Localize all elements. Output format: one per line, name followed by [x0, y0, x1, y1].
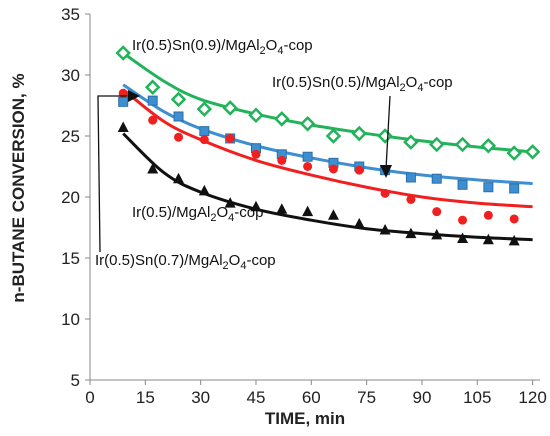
data-point: [483, 210, 493, 220]
annotation-sn09: Ir(0.5)Sn(0.9)/MgAl2O4-cop: [132, 37, 313, 57]
data-point: [457, 179, 468, 190]
axes-layer: 0 15 30 45 60 75 90 105 120 5 10 15 20 25 30 35 TIME, …: [9, 5, 547, 428]
x-ticks: 0 15 30 45 60 75 90 105 120: [85, 380, 547, 407]
x-tick-label: 105: [463, 388, 491, 407]
data-point: [524, 144, 541, 160]
series-1: [115, 45, 541, 161]
annotation-arrowhead-sn07: [128, 90, 140, 102]
data-point: [403, 134, 419, 150]
data-point: [506, 145, 522, 161]
y-tick-label: 5: [71, 371, 80, 390]
data-point: [148, 115, 158, 125]
series-4: [117, 121, 533, 246]
data-point: [431, 173, 442, 184]
data-point: [432, 207, 442, 217]
data-point: [251, 149, 261, 159]
data-point: [224, 197, 236, 208]
data-point: [509, 214, 519, 224]
y-tick-label: 15: [61, 249, 80, 268]
data-point: [482, 233, 494, 245]
data-point: [458, 215, 468, 225]
data-point: [457, 232, 469, 243]
annotation-arrow-sn05: [385, 95, 391, 170]
data-point: [379, 223, 391, 235]
x-tick-label: 90: [413, 388, 432, 407]
data-point: [196, 101, 213, 117]
data-point: [147, 162, 159, 174]
data-point: [302, 151, 313, 162]
plot-layer: [115, 45, 541, 246]
data-point: [248, 107, 264, 124]
data-point: [199, 126, 210, 137]
data-point: [147, 95, 158, 106]
data-point: [274, 111, 290, 127]
y-ticks: 5 10 15 20 25 30 35: [61, 5, 90, 390]
y-tick-label: 35: [61, 5, 80, 24]
data-point: [118, 96, 129, 107]
data-point: [405, 227, 417, 239]
data-point: [431, 228, 443, 240]
x-tick-label: 120: [518, 388, 546, 407]
data-point: [250, 200, 262, 212]
data-point: [173, 172, 185, 184]
data-point: [380, 188, 390, 198]
data-point: [173, 111, 184, 122]
x-tick-label: 0: [85, 388, 94, 407]
annotation-ir-only: Ir(0.5)/MgAl2O4-cop: [132, 204, 263, 224]
data-point: [198, 184, 210, 196]
y-tick-label: 20: [61, 188, 80, 207]
data-point: [405, 172, 416, 183]
data-point: [328, 164, 338, 174]
data-point: [115, 45, 131, 61]
series-3: [118, 88, 533, 225]
data-point: [144, 79, 161, 95]
data-point: [276, 203, 288, 214]
x-tick-label: 75: [357, 388, 376, 407]
data-point: [327, 209, 339, 220]
data-point: [508, 234, 520, 246]
data-point: [302, 205, 314, 217]
data-point: [483, 182, 494, 193]
data-point: [117, 121, 129, 132]
data-point: [454, 136, 471, 153]
data-point: [480, 137, 497, 154]
x-axis-title: TIME, min: [265, 409, 345, 428]
data-point: [199, 135, 209, 145]
annotation-arrowhead-sn05: [380, 165, 392, 178]
trend-line: [122, 132, 533, 242]
data-point: [377, 128, 393, 144]
data-point: [509, 183, 520, 194]
data-point: [222, 100, 238, 116]
data-point: [225, 133, 235, 143]
annotations: Ir(0.5)Sn(0.9)/MgAl2O4-cop Ir(0.5)Sn(0.5…: [95, 37, 453, 272]
y-tick-label: 10: [61, 310, 80, 329]
data-point: [174, 132, 184, 142]
data-point: [353, 217, 365, 229]
data-point: [325, 128, 342, 144]
x-tick-label: 60: [302, 388, 321, 407]
data-point: [277, 155, 287, 165]
annotation-bracket-sn07: [97, 95, 130, 253]
annotation-sn07: Ir(0.5)Sn(0.7)/MgAl2O4-cop: [95, 252, 276, 272]
data-point: [299, 116, 316, 132]
x-tick-label: 15: [136, 388, 155, 407]
data-point: [428, 136, 445, 153]
data-point: [354, 165, 364, 175]
x-tick-label: 45: [247, 388, 266, 407]
annotation-sn05: Ir(0.5)Sn(0.5)/MgAl2O4-cop: [272, 74, 453, 94]
data-point: [351, 125, 368, 142]
x-tick-label: 30: [191, 388, 210, 407]
y-axis-title: n-BUTANE CONVERSION, %: [9, 73, 28, 302]
trend-line: [122, 88, 533, 209]
y-tick-label: 30: [61, 66, 80, 85]
data-point: [170, 91, 187, 108]
y-tick-label: 25: [61, 127, 80, 146]
data-point: [406, 194, 416, 204]
data-point: [303, 162, 313, 171]
